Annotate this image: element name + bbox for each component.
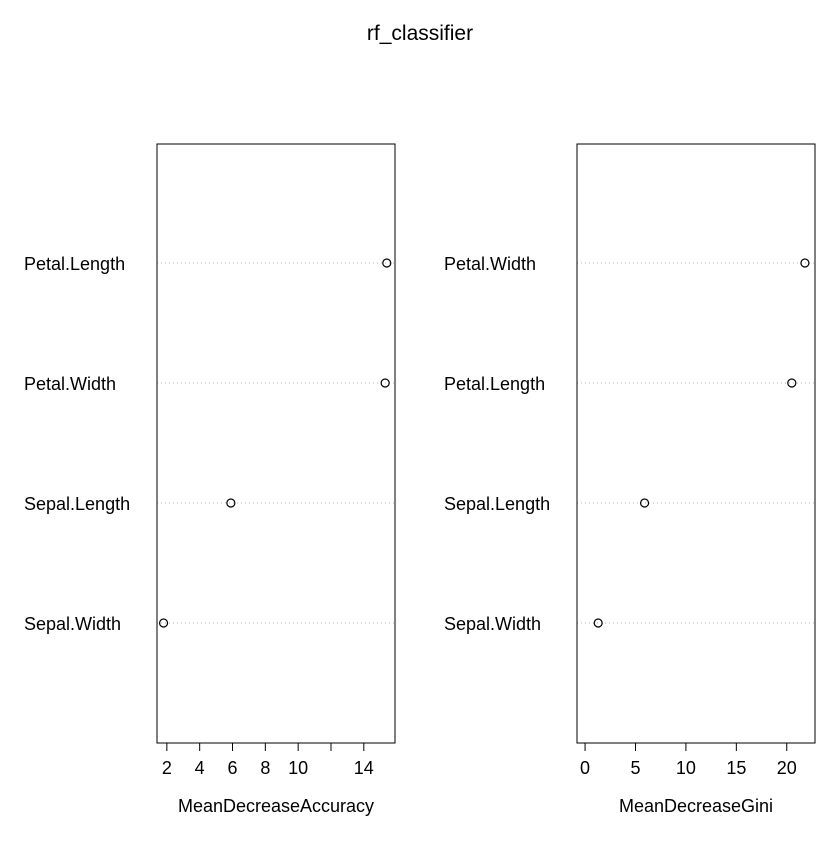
x-tick-label: 10 [288,758,308,778]
plot-frame [576,143,816,744]
x-axis-label: MeanDecreaseAccuracy [178,796,374,816]
category-label: Sepal.Length [444,494,550,514]
x-tick-label: 4 [195,758,205,778]
x-tick-label: 2 [162,758,172,778]
panel-mean-decrease-accuracy: Petal.Length Petal.Width Sepal.Length Sepal… [24,143,396,816]
x-tick-label: 5 [630,758,640,778]
category-label: Petal.Width [444,254,536,274]
data-point [639,498,650,508]
panel-mean-decrease-gini: Petal.Width Petal.Length Sepal.Length Sepal… [444,143,816,816]
data-point [226,498,236,508]
category-label: Petal.Length [24,254,125,274]
x-tick-label: 14 [354,758,374,778]
data-point [800,258,810,268]
category-label: Petal.Length [444,374,545,394]
category-label: Sepal.Length [24,494,130,514]
plot-frame [156,143,396,744]
chart-title: rf_classifier [366,22,474,45]
x-tick-label: 8 [260,758,270,778]
x-axis-label: MeanDecreaseGini [619,796,773,816]
data-point [787,378,797,388]
category-label: Petal.Width [24,374,116,394]
x-tick-label: 20 [777,758,797,778]
x-tick-label: 0 [580,758,590,778]
x-tick-label: 10 [676,758,696,778]
category-label: Sepal.Width [444,614,541,634]
x-tick-label: 15 [726,758,746,778]
x-tick-label: 6 [227,758,237,778]
data-point [593,618,603,628]
data-point [380,378,390,388]
data-point [158,618,169,628]
category-label: Sepal.Width [24,614,121,634]
data-point [382,258,392,268]
